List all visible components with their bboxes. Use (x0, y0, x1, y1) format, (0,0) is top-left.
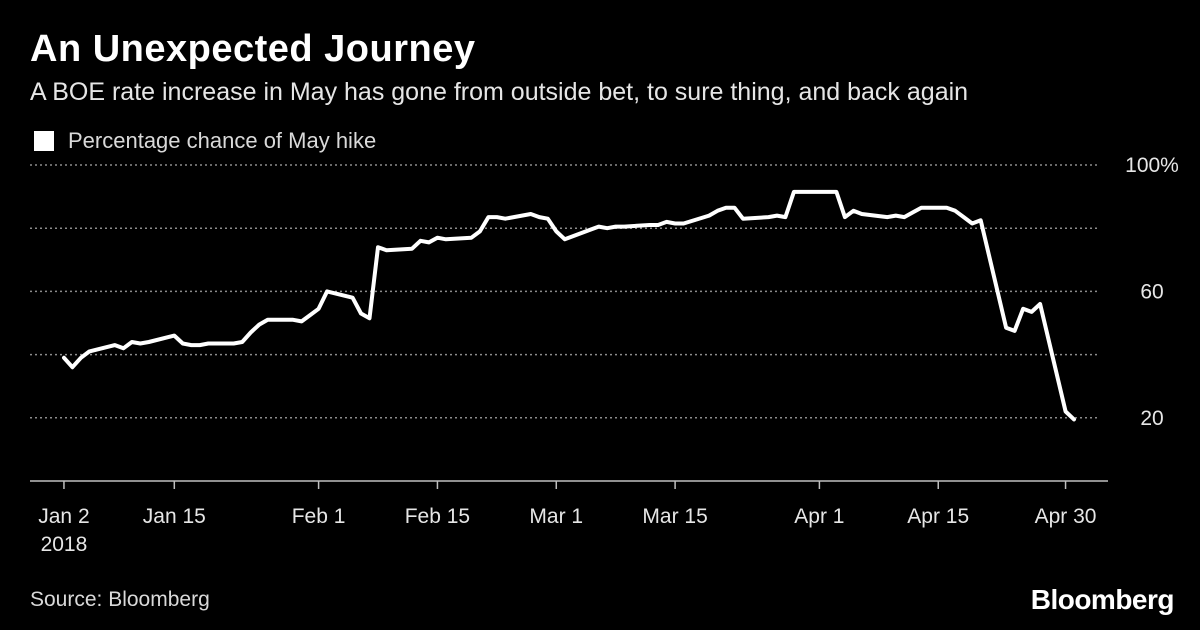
y-tick-label: 60 (1140, 280, 1163, 303)
y-tick-label: 20 (1140, 407, 1163, 430)
x-tick-sublabel: 2018 (41, 533, 88, 556)
x-axis: Jan 2 2018 Jan 15 Feb 1 Feb 15 Mar 1 Mar 15 Apr… (30, 480, 1108, 556)
legend: Percentage chance of May hike (34, 128, 376, 154)
y-tick-label: 100% (1125, 154, 1179, 177)
chart-subtitle: A BOE rate increase in May has gone from… (30, 78, 969, 106)
grid-lines (30, 164, 1098, 419)
x-tick-label: Jan 2 (38, 505, 89, 528)
bloomberg-logo: Bloomberg (1030, 584, 1175, 615)
series-layer (62, 189, 1076, 422)
legend-swatch (34, 131, 54, 151)
x-tick-label: Apr 15 (907, 505, 969, 528)
y-axis-labels: 100% 60 20 (1125, 154, 1179, 430)
chart-title: An Unexpected Journey (30, 28, 476, 70)
x-tick-label: Mar 15 (642, 505, 707, 528)
x-tick-label: Feb 15 (405, 505, 470, 528)
series-line-may-hike (62, 189, 1076, 422)
legend-label: Percentage chance of May hike (68, 128, 377, 153)
x-tick-label: Jan 15 (143, 505, 206, 528)
x-tick-label: Mar 1 (529, 505, 583, 528)
x-tick-label: Feb 1 (292, 505, 346, 528)
source-note: Source: Bloomberg (30, 588, 210, 611)
x-tick-label: Apr 30 (1035, 505, 1097, 528)
x-tick-label: Apr 1 (794, 505, 844, 528)
